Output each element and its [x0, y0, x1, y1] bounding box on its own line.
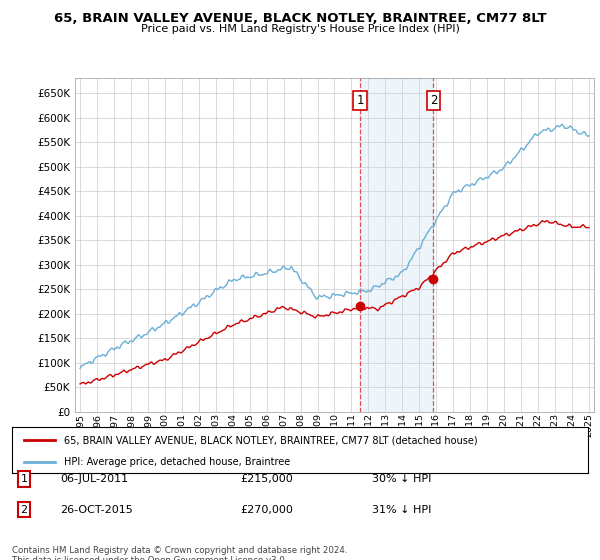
Bar	[360, 78, 433, 412]
Text: 26-OCT-2015: 26-OCT-2015	[60, 505, 133, 515]
Text: 65, BRAIN VALLEY AVENUE, BLACK NOTLEY, BRAINTREE, CM77 8LT: 65, BRAIN VALLEY AVENUE, BLACK NOTLEY, B…	[53, 12, 547, 25]
Text: Price paid vs. HM Land Registry's House Price Index (HPI): Price paid vs. HM Land Registry's House …	[140, 24, 460, 34]
Text: £270,000: £270,000	[240, 505, 293, 515]
Text: 30% ↓ HPI: 30% ↓ HPI	[372, 474, 431, 484]
Text: 31% ↓ HPI: 31% ↓ HPI	[372, 505, 431, 515]
Text: £215,000: £215,000	[240, 474, 293, 484]
Text: 2: 2	[20, 505, 28, 515]
Text: 65, BRAIN VALLEY AVENUE, BLACK NOTLEY, BRAINTREE, CM77 8LT (detached house): 65, BRAIN VALLEY AVENUE, BLACK NOTLEY, B…	[64, 435, 478, 445]
Text: 2: 2	[430, 94, 437, 107]
Text: 1: 1	[20, 474, 28, 484]
Text: 1: 1	[356, 94, 364, 107]
Text: 06-JUL-2011: 06-JUL-2011	[60, 474, 128, 484]
Text: HPI: Average price, detached house, Braintree: HPI: Average price, detached house, Brai…	[64, 457, 290, 466]
Text: Contains HM Land Registry data © Crown copyright and database right 2024.
This d: Contains HM Land Registry data © Crown c…	[12, 546, 347, 560]
